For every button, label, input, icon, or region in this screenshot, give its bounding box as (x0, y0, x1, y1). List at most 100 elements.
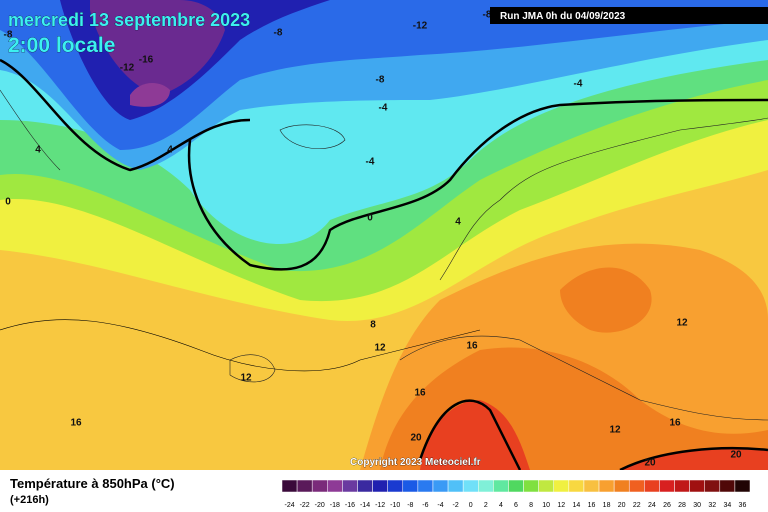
scale-label: -22 (300, 502, 310, 509)
scale-label: 26 (663, 502, 671, 509)
scale-label: -4 (437, 502, 443, 509)
copyright: Copyright 2023 Meteociel.fr (350, 457, 481, 468)
scale-swatch (523, 479, 539, 493)
scale-label: 6 (514, 502, 518, 509)
scale-swatch (538, 479, 554, 493)
scale-label: -12 (375, 502, 385, 509)
contour-label: 8 (370, 320, 376, 331)
scale-label: -24 (284, 502, 294, 509)
contour-label: 16 (669, 418, 681, 429)
scale-swatch (432, 479, 449, 493)
contour-label: -8 (274, 28, 283, 39)
scale-swatch (628, 479, 645, 493)
scale-label: -2 (452, 502, 458, 509)
contour-label: 4 (35, 145, 41, 156)
scale-swatch (281, 479, 298, 493)
scale-swatch (296, 479, 313, 493)
scale-label: -18 (330, 502, 340, 509)
scale-label: 8 (529, 502, 533, 509)
scale-label: -20 (315, 502, 325, 509)
contour-label: 20 (644, 458, 656, 469)
scale-label: -10 (390, 502, 400, 509)
scale-swatch (462, 479, 479, 493)
legend-title: Température à 850hPa (°C) (10, 476, 175, 491)
scale-label: 2 (484, 502, 488, 509)
contour-label: -4 (574, 79, 583, 90)
scale-label: 18 (603, 502, 611, 509)
time-title: 2:00 locale (8, 34, 115, 57)
scale-swatch (357, 479, 373, 493)
scale-swatch (689, 479, 705, 493)
scale-swatch (478, 479, 494, 493)
scale-swatch (327, 479, 343, 493)
scale-label: 14 (572, 502, 580, 509)
contour-label: 0 (5, 197, 11, 208)
contour-label: 12 (374, 343, 386, 354)
scale-swatch (583, 479, 600, 493)
temperature-field (0, 0, 768, 470)
contour-label: 12 (240, 373, 252, 384)
scale-label: 36 (739, 502, 747, 509)
contour-label: -16 (139, 55, 154, 66)
contour-label: 4 (455, 217, 461, 228)
scale-swatch (447, 479, 464, 493)
contour-label: -12 (120, 63, 135, 74)
contour-label: -8 (376, 75, 385, 86)
contour-label: 0 (367, 213, 373, 224)
scale-swatch (553, 479, 570, 493)
scale-swatch (704, 479, 721, 493)
scale-swatch (674, 479, 690, 493)
scale-swatch (311, 479, 328, 493)
contour-label: -4 (379, 103, 388, 114)
scale-label: -6 (422, 502, 428, 509)
scale-label: 22 (633, 502, 641, 509)
scale-swatch (659, 479, 675, 493)
scale-label: 10 (542, 502, 550, 509)
contour-label: 16 (70, 418, 82, 429)
scale-swatch (387, 479, 404, 493)
scale-swatch (613, 479, 630, 493)
scale-label: 20 (618, 502, 626, 509)
contour-label: 12 (609, 425, 621, 436)
contour-label: 16 (466, 341, 478, 352)
contour-label: 12 (676, 318, 688, 329)
scale-label: 12 (557, 502, 565, 509)
scale-swatch (508, 479, 524, 493)
contour-label: 16 (414, 388, 426, 399)
scale-swatch (372, 479, 388, 493)
scale-label: 34 (723, 502, 731, 509)
scale-swatch (417, 479, 434, 493)
scale-label: -16 (345, 502, 355, 509)
contours (0, 58, 768, 472)
scale-swatch (568, 479, 585, 493)
contour-label: -4 (366, 157, 375, 168)
scale-swatch (342, 479, 358, 493)
run-box (490, 7, 768, 24)
scale-swatch (598, 479, 615, 493)
scale-swatch (644, 479, 660, 493)
contour-label: -12 (413, 21, 428, 32)
scale-label: 32 (708, 502, 716, 509)
contour-label: 20 (730, 450, 742, 461)
run-label: Run JMA 0h du 04/09/2023 (500, 11, 626, 22)
scale-swatch (402, 479, 419, 493)
scale-label: 4 (499, 502, 503, 509)
scale-label: 30 (693, 502, 701, 509)
scale-swatch (719, 479, 736, 493)
coastlines (0, 89, 768, 421)
lead-time: (+216h) (10, 494, 49, 506)
scale-swatch (493, 479, 509, 493)
date-title: mercredi 13 septembre 2023 (8, 10, 250, 30)
scale-label: 28 (678, 502, 686, 509)
scale-label: 16 (588, 502, 596, 509)
scale-label: -8 (407, 502, 413, 509)
contour-label: -8 (483, 10, 492, 21)
scale-label: -14 (360, 502, 370, 509)
contour-label: 20 (410, 433, 422, 444)
scale-label: 24 (648, 502, 656, 509)
scale-swatch (734, 479, 751, 493)
scale-label: 0 (469, 502, 473, 509)
contour-label: 4 (167, 145, 173, 156)
